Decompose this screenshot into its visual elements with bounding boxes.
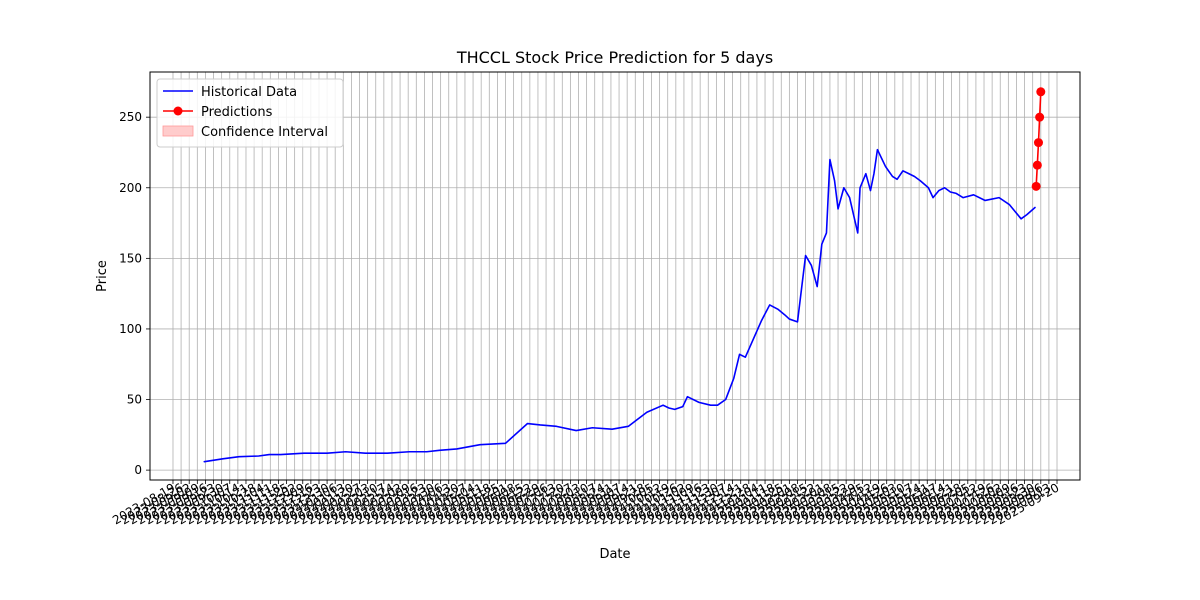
- prediction-point: [1036, 87, 1046, 97]
- legend-predictions-marker: [173, 106, 183, 116]
- prediction-point: [1035, 112, 1045, 122]
- historical-series-line: [203, 148, 1036, 463]
- y-tick-label: 200: [119, 181, 142, 195]
- x-axis: 2023-08-192023-08-262023-09-022023-09-09…: [110, 480, 1062, 527]
- legend-historical-label: Historical Data: [201, 85, 297, 100]
- prediction-point: [1031, 181, 1041, 191]
- y-tick-label: 0: [134, 463, 142, 477]
- y-axis-label: Price: [95, 260, 110, 292]
- plot-frame: [149, 71, 1081, 481]
- y-axis: 0 50 100 150 200 250: [119, 110, 150, 477]
- legend-predictions-label: Predictions: [201, 105, 273, 120]
- series-layer: [203, 87, 1046, 463]
- y-tick-label: 50: [127, 393, 142, 407]
- legend-box: [156, 78, 344, 148]
- y-tick-label: 100: [119, 322, 142, 336]
- x-axis-label: Date: [599, 547, 630, 562]
- prediction-point: [1033, 138, 1043, 148]
- y-tick-label: 150: [119, 251, 142, 265]
- legend-confidence-swatch: [162, 125, 194, 137]
- legend-confidence-label: Confidence Interval: [201, 125, 328, 140]
- legend: Historical Data Predictions Confidence I…: [156, 78, 344, 148]
- prediction-point: [1032, 160, 1042, 170]
- y-tick-label: 250: [119, 110, 142, 124]
- chart-title: THCCL Stock Price Prediction for 5 days: [456, 48, 773, 67]
